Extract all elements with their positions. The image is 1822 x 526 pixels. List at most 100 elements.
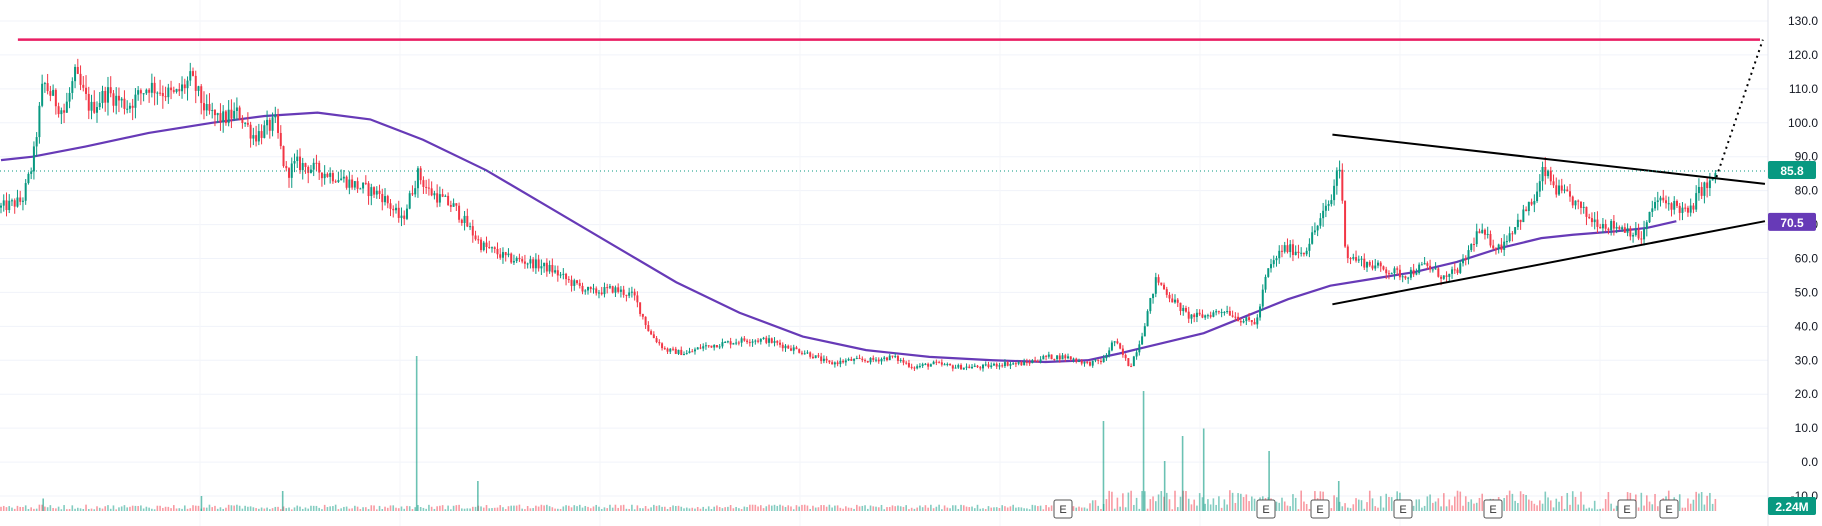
- candle-body: [1541, 167, 1544, 182]
- trendline-lower[interactable]: [1332, 220, 1766, 306]
- volume-bar: [557, 508, 559, 511]
- candle-body: [795, 347, 798, 350]
- candle-body: [844, 360, 847, 363]
- candle-body: [197, 86, 200, 91]
- volume-bar: [87, 509, 90, 511]
- volume-bar: [400, 506, 403, 511]
- volume-bar: [787, 505, 790, 511]
- volume-bar: [792, 509, 795, 511]
- volume-bar: [321, 509, 323, 511]
- candle-body: [408, 193, 411, 209]
- volume-bar: [546, 504, 548, 511]
- volume-bar: [258, 508, 260, 511]
- candle-body: [888, 355, 891, 361]
- candle-body: [200, 86, 203, 104]
- volume-bar: [1097, 505, 1099, 511]
- candle-body: [1031, 360, 1034, 364]
- candle-body: [1239, 321, 1242, 323]
- volume-bar: [1086, 508, 1089, 511]
- volume-bar: [1643, 505, 1645, 511]
- earnings-marker[interactable]: [1053, 499, 1073, 519]
- volume-bar: [1037, 506, 1039, 511]
- earnings-marker[interactable]: [1310, 499, 1330, 519]
- candle-body: [230, 109, 233, 119]
- candle-body: [1201, 314, 1204, 318]
- earnings-marker[interactable]: [1483, 499, 1503, 519]
- candle-body: [309, 169, 312, 173]
- volume-bar: [1338, 501, 1341, 511]
- trendline-upper[interactable]: [1332, 133, 1766, 185]
- candle-body: [894, 356, 897, 358]
- volume-bar: [1333, 495, 1335, 511]
- volume-bar: [16, 505, 19, 511]
- volume-bar: [872, 506, 875, 511]
- trendline-projection[interactable]: [1715, 39, 1764, 178]
- candle-body: [0, 205, 2, 208]
- volume-bar: [33, 508, 35, 511]
- volume-bar: [1226, 504, 1228, 511]
- candle-body: [1418, 264, 1421, 274]
- y-tick-label: 90.0: [1795, 150, 1819, 164]
- candle-body: [175, 89, 178, 92]
- earnings-marker[interactable]: [1617, 499, 1637, 519]
- volume-bar: [894, 506, 897, 511]
- candle-body: [1686, 207, 1689, 213]
- volume-bar: [897, 505, 899, 511]
- candle-body: [1220, 312, 1223, 314]
- candle-body: [543, 262, 546, 267]
- candle-body: [1618, 226, 1621, 230]
- volume-bar: [1646, 495, 1648, 511]
- candle-body: [784, 345, 787, 349]
- candle-body: [1195, 312, 1198, 318]
- drawn-lines[interactable]: [0, 38, 1768, 306]
- candle-body: [526, 263, 529, 265]
- candle-body: [1198, 312, 1201, 315]
- candle-body: [504, 252, 507, 256]
- candle-body: [1141, 336, 1144, 345]
- volume-bar: [1283, 501, 1286, 511]
- volume-bar: [55, 508, 57, 511]
- candle-body: [510, 253, 513, 263]
- volume-bar: [1552, 507, 1555, 511]
- earnings-marker[interactable]: [1256, 499, 1276, 519]
- candle-body: [836, 362, 839, 365]
- candle-body: [304, 163, 307, 167]
- earnings-marker-label: E: [1399, 504, 1406, 516]
- earnings-marker[interactable]: [1659, 499, 1679, 519]
- earnings-marker[interactable]: [1393, 499, 1413, 519]
- candle-body: [277, 114, 280, 133]
- volume-bar: [661, 506, 663, 511]
- volume-bar: [1094, 500, 1097, 511]
- candle-body: [315, 162, 318, 164]
- candle-body: [19, 197, 22, 202]
- volume-bar: [589, 508, 592, 511]
- volume-bar: [620, 505, 622, 511]
- volume-bar: [496, 507, 499, 511]
- candle-body: [518, 257, 521, 260]
- volume-bar: [389, 505, 392, 511]
- volume-bar: [905, 505, 907, 511]
- candle-body: [685, 353, 688, 355]
- candle-body: [466, 215, 469, 227]
- candle-body: [1275, 258, 1278, 261]
- candle-body: [1549, 170, 1552, 182]
- volume-bar: [1179, 496, 1182, 511]
- candle-body: [1050, 354, 1053, 360]
- price-axis[interactable]: 130.0120.0110.0100.090.080.070.060.050.0…: [1767, 0, 1819, 526]
- candle-body: [493, 247, 496, 249]
- volume-bar: [120, 506, 123, 511]
- volume-bar: [1684, 507, 1687, 511]
- volume-bar: [1108, 490, 1110, 511]
- volume-bar: [595, 504, 598, 511]
- candle-body: [833, 362, 836, 365]
- candle-body: [979, 367, 982, 369]
- volume-bar: [227, 504, 230, 511]
- volume-bar: [8, 506, 11, 511]
- volume-bar: [507, 506, 510, 511]
- volume-bar: [716, 505, 718, 511]
- volume-bar: [1585, 508, 1588, 511]
- volume-bar: [485, 505, 488, 511]
